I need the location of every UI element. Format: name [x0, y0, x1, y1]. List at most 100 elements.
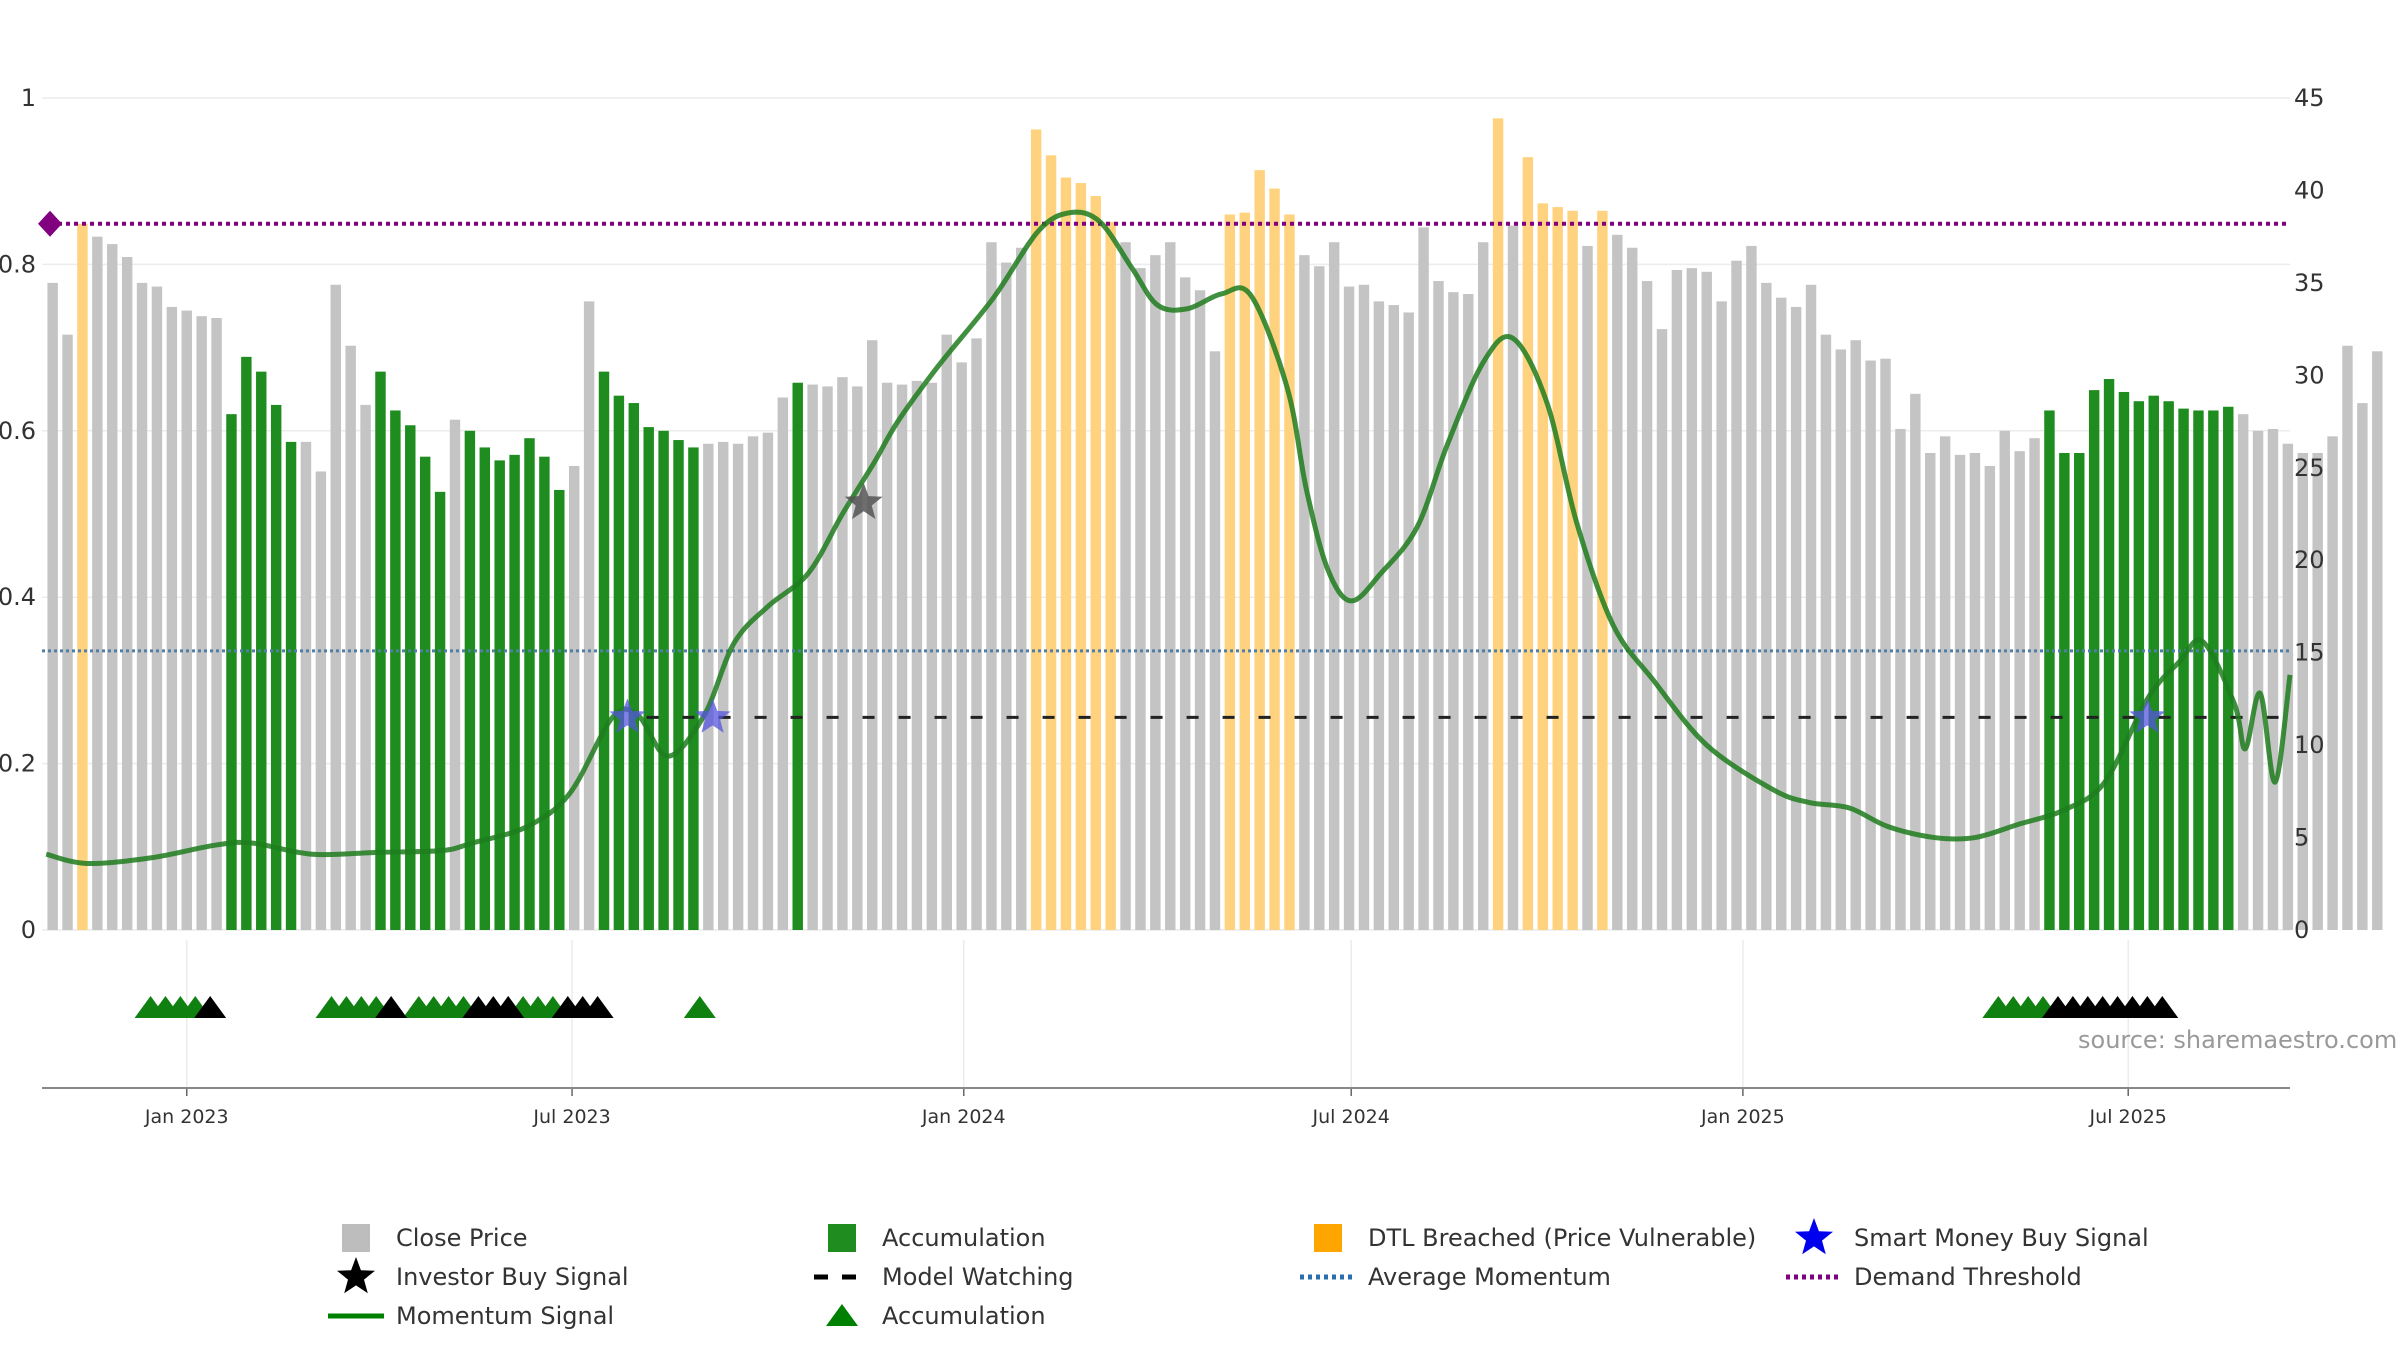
accumulation-bar — [2074, 452, 2085, 930]
x-tick-label: Jul 2024 — [1312, 1106, 1390, 1128]
close-price-bar — [151, 286, 163, 930]
legend-label: Investor Buy Signal — [396, 1263, 629, 1291]
y-right-tick-label: 20 — [2294, 546, 2325, 574]
demand-threshold-marker — [38, 210, 62, 237]
close-price-bar — [1954, 454, 1966, 930]
dtl-breached-bar — [77, 223, 88, 931]
close-price-bar — [47, 282, 58, 930]
close-price-bar — [1701, 271, 1712, 931]
close-price-bar — [2357, 403, 2368, 931]
legend-label: Average Momentum — [1368, 1263, 1611, 1291]
accumulation-bar — [419, 456, 431, 930]
close-price-bar — [1761, 282, 1772, 930]
accumulation-bar — [673, 440, 684, 930]
close-price-bar — [1716, 301, 1727, 930]
close-price-bar — [136, 282, 148, 930]
y-right-tick-label: 35 — [2294, 269, 2325, 297]
accumulation-bar — [2059, 452, 2070, 930]
close-price-bar — [1880, 358, 1891, 930]
close-price-bar — [1194, 290, 1206, 931]
close-price-bar — [1507, 225, 1519, 930]
legend-label: DTL Breached (Price Vulnerable) — [1368, 1224, 1756, 1252]
accumulation-bar — [2118, 391, 2130, 930]
close-price-bar — [986, 242, 997, 931]
legend-swatch-star — [1795, 1218, 1833, 1255]
x-tick-label: Jan 2024 — [921, 1106, 1006, 1128]
x-tick-label: Jul 2025 — [2089, 1106, 2167, 1128]
legend-label: Momentum Signal — [396, 1302, 614, 1330]
close-price-bar — [747, 436, 759, 930]
accumulation-bar — [390, 410, 401, 930]
dtl-breached-bar — [1552, 207, 1563, 930]
close-price-bar — [1969, 452, 1981, 930]
accumulation-bar — [285, 441, 297, 930]
accumulation-bar — [2178, 408, 2189, 930]
accumulation-bar — [509, 454, 520, 930]
close-price-bar — [1999, 430, 2010, 930]
legend-item-demand: Demand Threshold — [1786, 1263, 2082, 1291]
close-price-bar — [315, 471, 327, 930]
close-price-bar — [1925, 452, 1936, 930]
close-price-bar — [211, 318, 222, 930]
accumulation-bar — [270, 404, 282, 931]
close-price-bar — [583, 301, 595, 930]
close-price-bar — [777, 397, 789, 930]
close-price-bar — [1165, 242, 1176, 931]
dtl-breached-bar — [1060, 177, 1072, 931]
close-price-bar — [1984, 465, 1996, 930]
x-tick-label: Jan 2023 — [144, 1106, 229, 1128]
legend-swatch-star — [337, 1257, 375, 1294]
momentum-signal-line — [45, 209, 2293, 867]
dtl-breached-bar — [1090, 195, 1101, 931]
close-price-bar — [1612, 234, 1623, 931]
accumulation-triangle-black — [581, 996, 614, 1018]
dtl-breached-bar — [1075, 183, 1087, 930]
close-price-bar — [1582, 245, 1593, 930]
accumulation-bar — [539, 456, 550, 930]
y-right-tick-label: 0 — [2294, 916, 2309, 944]
close-price-bar — [1731, 260, 1742, 930]
close-price-bar — [360, 404, 371, 931]
accumulation-bar — [2103, 379, 2115, 930]
close-price-bar — [911, 380, 923, 930]
close-price-bar — [1150, 255, 1161, 931]
dtl-breached-bar — [1224, 214, 1236, 931]
smart-money-buy-signal-star — [2129, 698, 2166, 733]
close-price-bar — [196, 316, 207, 930]
close-price-bar — [2297, 452, 2308, 930]
close-price-bar — [1358, 284, 1370, 930]
dtl-breached-bar — [1492, 118, 1504, 931]
close-price-bar — [2237, 414, 2249, 930]
accumulation-bar — [2163, 401, 2174, 930]
close-price-bar — [1433, 281, 1444, 930]
accumulation-bar — [688, 447, 699, 930]
legend-item-investor: Investor Buy Signal — [337, 1257, 629, 1294]
y-left-tick-label: 0.6 — [0, 417, 36, 445]
legend-swatch-triangle — [826, 1304, 858, 1326]
close-price-bar — [703, 443, 714, 930]
close-price-bar — [956, 362, 967, 930]
close-price-bar — [1343, 286, 1355, 930]
y-right-tick-label: 40 — [2294, 176, 2325, 204]
close-price-bar — [1820, 334, 1832, 930]
dtl-breached-bar — [1239, 212, 1250, 930]
close-price-bar — [1016, 247, 1027, 930]
accumulation-bar — [226, 414, 237, 930]
legend-item-watch: Model Watching — [814, 1263, 1074, 1291]
accumulation-bar — [2208, 410, 2219, 930]
legend-item-momentum: Momentum Signal — [328, 1302, 614, 1330]
close-price-bar — [1776, 297, 1787, 930]
close-price-bar — [807, 384, 818, 931]
accumulation-bar — [2133, 401, 2145, 930]
close-price-bar — [2029, 438, 2040, 930]
accumulation-bar — [405, 425, 416, 930]
accumulation-bar — [256, 371, 267, 930]
legend-item-accum_tri: Accumulation — [826, 1302, 1046, 1330]
x-tick-label: Jul 2023 — [532, 1106, 610, 1128]
close-price-bar — [717, 441, 729, 930]
dtl-breached-bar — [1284, 214, 1295, 931]
close-price-bar — [1656, 329, 1668, 931]
legend-label: Accumulation — [882, 1302, 1046, 1330]
close-price-bar — [1135, 268, 1146, 930]
